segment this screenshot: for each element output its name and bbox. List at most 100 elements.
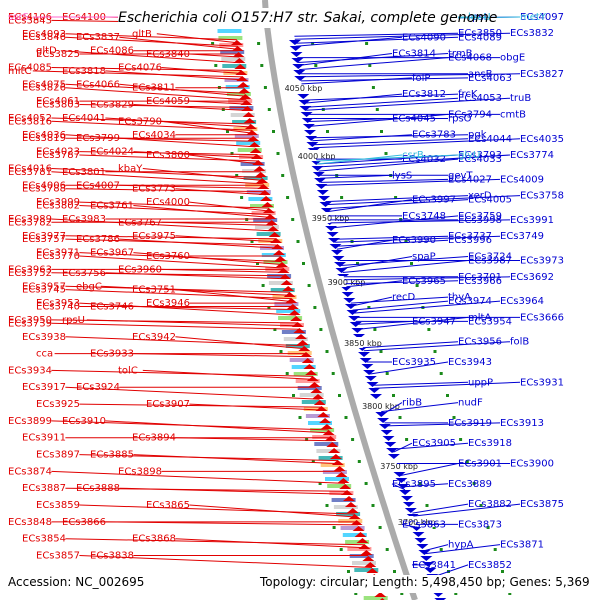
- gene-leader-line: [161, 221, 274, 226]
- gene-leader-line: [301, 77, 413, 85]
- forward-gene-arrow: [231, 46, 244, 51]
- guide-dot: [260, 64, 264, 67]
- gene-leader-line: [370, 361, 449, 375]
- reverse-gene-arrow: [364, 376, 377, 381]
- gene-label: ECs3748: [402, 211, 446, 222]
- gene-leader-line: [294, 32, 459, 37]
- gene-label: ECs3802: [36, 201, 80, 212]
- gene-label: ECs4016: [8, 164, 52, 175]
- genome-title: Escherichia coli O157:H7 str. Sakai, com…: [118, 8, 498, 28]
- gene-label: ECs3971: [36, 248, 80, 259]
- guide-dot: [472, 482, 476, 485]
- feature-band: [314, 442, 339, 446]
- reverse-gene-arrow: [382, 436, 395, 441]
- gene-leader-line: [119, 184, 265, 189]
- forward-gene-arrow: [374, 592, 387, 597]
- gene-label: ECs3812: [402, 89, 446, 100]
- reverse-gene-arrow: [416, 544, 429, 549]
- gene-label: ECs3871: [500, 540, 544, 551]
- gene-leader-line: [298, 53, 449, 63]
- guide-dot: [296, 240, 300, 243]
- gene-leader-line: [65, 33, 237, 41]
- guide-dot: [230, 152, 234, 155]
- gene-label: ECs3692: [510, 272, 554, 283]
- gene-label: ECs3991: [510, 215, 554, 226]
- gene-label: ECs3897: [36, 450, 80, 461]
- feature-band: [291, 365, 316, 369]
- guide-dot: [393, 570, 396, 573]
- guide-dot: [311, 42, 315, 45]
- forward-gene-arrow: [274, 256, 287, 261]
- feature-band: [280, 323, 304, 327]
- gene-leader-line: [313, 138, 521, 149]
- gene-label: ECs3793: [458, 150, 502, 161]
- gene-leader-line: [299, 57, 449, 71]
- scale-tick-bg: [395, 516, 440, 527]
- forward-gene-arrow: [310, 388, 323, 393]
- gene-leader-line: [105, 420, 330, 434]
- gene-label: ECs3882: [468, 499, 512, 510]
- forward-gene-arrow: [313, 400, 326, 405]
- guide-dot: [319, 328, 323, 331]
- guide-dot: [279, 350, 283, 353]
- gene-label: nudF: [458, 398, 483, 409]
- gene-label: thyA: [448, 292, 471, 303]
- guide-dot: [314, 64, 318, 67]
- gene-label: kbaY: [118, 164, 143, 175]
- forward-gene-arrow: [333, 466, 346, 471]
- gene-leader-line: [189, 504, 356, 518]
- forward-gene-arrow: [290, 316, 303, 321]
- forward-gene-arrow: [253, 166, 266, 171]
- forward-gene-arrow: [262, 208, 275, 213]
- feature-band: [338, 519, 363, 523]
- reverse-gene-arrow: [387, 454, 400, 459]
- guide-dot: [364, 482, 368, 485]
- gene-label: ECs4005: [468, 195, 512, 206]
- feature-band: [237, 148, 262, 152]
- gene-leader-line: [65, 386, 320, 400]
- gene-leader-line: [336, 239, 449, 247]
- gene-leader-line: [51, 369, 313, 377]
- forward-gene-arrow: [346, 508, 359, 513]
- gene-label: ECs3999: [36, 197, 80, 208]
- forward-gene-arrow: [300, 352, 312, 357]
- gene-leader-line: [326, 195, 521, 206]
- feature-band: [293, 372, 318, 376]
- forward-gene-arrow: [268, 232, 281, 237]
- feature-band: [322, 470, 347, 474]
- feature-band: [301, 400, 326, 404]
- forward-gene-arrow: [319, 418, 332, 423]
- guide-dot: [332, 526, 336, 529]
- gene-label: ECs3767: [118, 217, 162, 228]
- gene-label: ECs3770: [36, 251, 80, 262]
- guide-dot: [347, 570, 350, 573]
- feature-band: [250, 204, 274, 208]
- gene-label: ECs4053: [458, 93, 502, 104]
- gene-label: ECs3724: [468, 252, 512, 263]
- gene-leader-line: [175, 336, 306, 350]
- gene-leader-line: [306, 97, 511, 111]
- gene-leader-line: [321, 178, 501, 186]
- gene-label: ECs3973: [520, 256, 564, 267]
- gene-label: ECs3966: [458, 276, 502, 287]
- gene-leader-line: [175, 235, 278, 243]
- gene-label: ECs3757: [22, 234, 66, 245]
- forward-gene-arrow: [246, 130, 258, 135]
- gene-leader-line: [175, 437, 332, 442]
- guide-dot: [371, 504, 375, 507]
- gene-leader-line: [79, 252, 282, 263]
- guide-dot: [375, 108, 379, 111]
- guide-dot: [373, 328, 377, 331]
- guide-dot: [226, 130, 229, 133]
- gene-leader-line: [175, 188, 266, 196]
- scale-tick-label: 3950 kbp: [312, 214, 350, 223]
- feature-band: [248, 197, 273, 201]
- guide-dot: [267, 306, 271, 309]
- forward-gene-arrow: [362, 556, 375, 561]
- guide-dot: [385, 372, 389, 375]
- feature-band: [263, 260, 288, 264]
- gene-leader-line: [413, 503, 521, 517]
- gene-label: ECs3745: [22, 285, 66, 296]
